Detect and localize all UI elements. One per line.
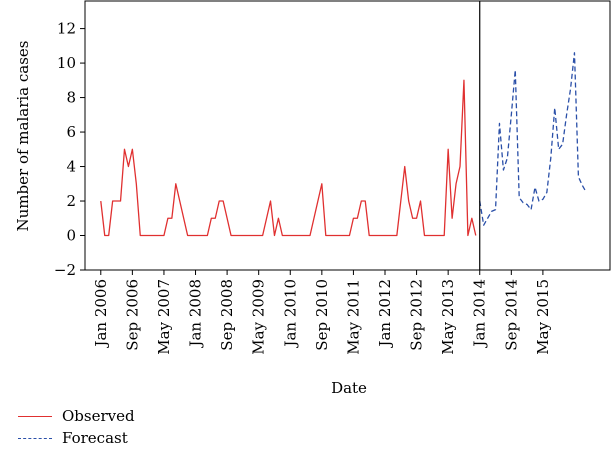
y-tick-label: 10 xyxy=(57,54,76,72)
x-tick-label: May 2013 xyxy=(439,279,457,355)
series-lines xyxy=(100,52,587,237)
x-tick-label: Sep 2012 xyxy=(408,279,426,351)
x-tick-label: May 2015 xyxy=(534,279,552,355)
x-tick-label: Sep 2014 xyxy=(502,279,520,351)
y-tick-label: 0 xyxy=(66,227,76,245)
x-tick-label: Jan 2014 xyxy=(471,279,489,349)
x-tick-label: Jan 2006 xyxy=(92,279,110,349)
y-tick-label: 6 xyxy=(66,123,76,141)
plot-area xyxy=(84,0,611,271)
y-axis: −2 0 2 4 6 8 10 12 xyxy=(54,20,85,279)
legend-label-forecast: Forecast xyxy=(62,429,128,447)
y-tick-label: 8 xyxy=(66,89,76,107)
forecast-swatch xyxy=(18,437,52,439)
observed-swatch xyxy=(18,415,52,417)
series-line-forecast xyxy=(479,52,587,226)
x-tick-label: Jan 2010 xyxy=(281,279,299,349)
x-tick-label: May 2009 xyxy=(250,279,268,355)
x-tick-label: Sep 2008 xyxy=(218,279,236,351)
y-tick-label: 12 xyxy=(57,20,76,38)
x-tick-label: May 2011 xyxy=(344,279,362,355)
x-tick-label: Jan 2008 xyxy=(187,279,205,349)
y-tick-label: 4 xyxy=(66,158,76,176)
legend-item-forecast: Forecast xyxy=(18,427,135,449)
y-tick-label: 2 xyxy=(66,192,76,210)
series-line-observed xyxy=(100,79,477,237)
y-tick-label: −2 xyxy=(54,261,76,279)
legend-item-observed: Observed xyxy=(18,405,135,427)
x-axis: Jan 2006 Sep 2006 May 2007 Jan 2008 Sep 2008… xyxy=(92,270,552,355)
x-tick-label: Jan 2012 xyxy=(376,279,394,349)
legend-label-observed: Observed xyxy=(62,407,135,425)
plot-frame xyxy=(84,0,611,271)
x-tick-label: Sep 2006 xyxy=(123,279,141,351)
x-tick-label: May 2007 xyxy=(155,279,173,355)
legend: Observed Forecast xyxy=(18,405,135,449)
x-tick-label: Sep 2010 xyxy=(313,279,331,351)
y-axis-title: Number of malaria cases xyxy=(14,41,32,232)
x-axis-title: Date xyxy=(331,379,367,397)
